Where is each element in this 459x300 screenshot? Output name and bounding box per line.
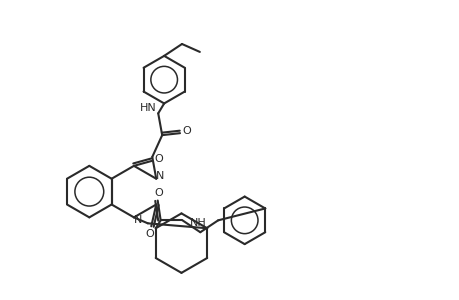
Text: HN: HN (140, 103, 157, 113)
Text: N: N (134, 215, 142, 225)
Text: O: O (182, 126, 191, 136)
Text: O: O (154, 188, 163, 198)
Text: NH: NH (189, 218, 206, 228)
Text: O: O (145, 229, 153, 239)
Text: O: O (154, 154, 163, 164)
Text: N: N (156, 171, 164, 181)
